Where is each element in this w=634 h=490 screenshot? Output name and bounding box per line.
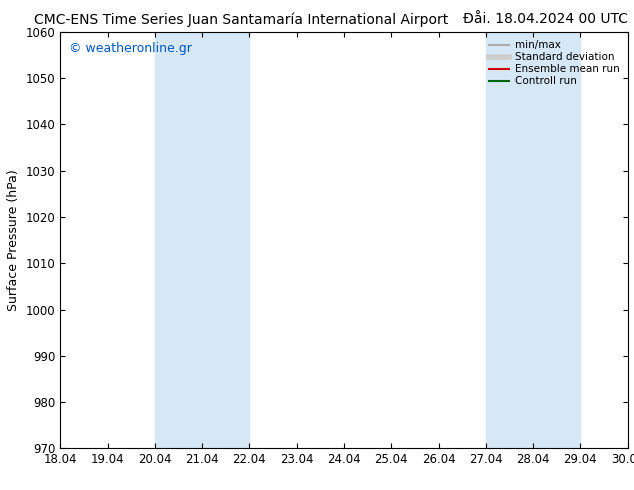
Y-axis label: Surface Pressure (hPa): Surface Pressure (hPa): [7, 169, 20, 311]
Bar: [155, 32, 249, 448]
Bar: [486, 32, 580, 448]
Legend: min/max, Standard deviation, Ensemble mean run, Controll run: min/max, Standard deviation, Ensemble me…: [486, 37, 623, 90]
Text: Đåi. 18.04.2024 00 UTC: Đåi. 18.04.2024 00 UTC: [463, 12, 628, 26]
Text: CMC-ENS Time Series Juan Santamaría International Airport: CMC-ENS Time Series Juan Santamaría Inte…: [34, 12, 448, 27]
Text: © weatheronline.gr: © weatheronline.gr: [68, 42, 191, 55]
